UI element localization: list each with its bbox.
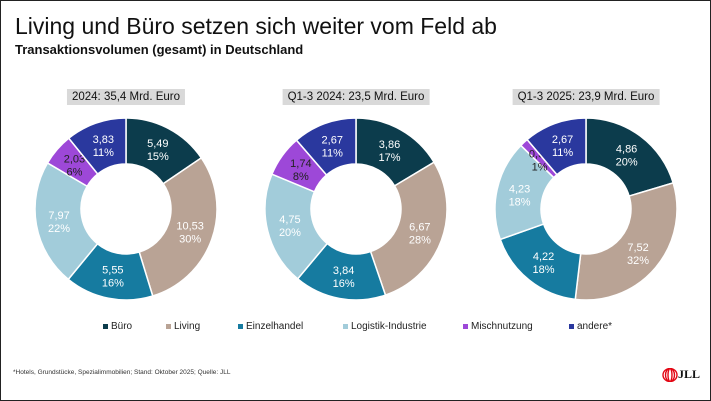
slice-value-label: 4,75	[279, 214, 300, 226]
legend-swatch	[166, 324, 171, 329]
slice-percent-label: 20%	[279, 227, 301, 239]
legend-label: Mischnutzung	[471, 321, 533, 332]
legend-swatch	[569, 324, 574, 329]
slice-percent-label: 18%	[533, 264, 555, 276]
legend-label: Living	[174, 321, 201, 332]
slice-percent-label: 20%	[616, 156, 638, 168]
legend-label: Büro	[111, 321, 133, 332]
slice-value-label: 5,49	[147, 138, 168, 150]
jll-logo-text: JLL	[677, 367, 700, 381]
legend-swatch	[343, 324, 348, 329]
slice-value-label: 5,55	[102, 265, 123, 277]
slice-percent-label: 22%	[48, 223, 70, 235]
slice-value-label: 7,97	[48, 210, 69, 222]
slice-percent-label: 30%	[179, 234, 201, 246]
slice-value-label: 2,67	[552, 134, 573, 146]
slide-subtitle: Transaktionsvolumen (gesamt) in Deutschl…	[15, 42, 304, 57]
slice-percent-label: 32%	[627, 255, 649, 267]
slice-percent-label: 11%	[552, 147, 573, 159]
slice-percent-label: 28%	[409, 234, 431, 246]
chart-title-2024: 2024: 35,4 Mrd. Euro	[66, 89, 186, 105]
chart-title-q1-3-2024: Q1-3 2024: 23,5 Mrd. Euro	[282, 89, 430, 105]
legend-item: andere*	[569, 321, 612, 332]
slice-value-label: 6,67	[409, 221, 430, 233]
jll-logo-icon	[662, 367, 678, 382]
slice-value-label: 7,52	[627, 242, 648, 254]
donut-slice-living	[138, 156, 218, 297]
slice-value-label: 4,22	[533, 251, 554, 263]
slice-percent-label: 11%	[93, 147, 114, 159]
chart-title-q1-3-2025: Q1-3 2025: 23,9 Mrd. Euro	[512, 89, 660, 105]
donut-slice-andere	[67, 117, 127, 176]
donut-slice-living	[369, 161, 448, 297]
slice-percent-label: 18%	[509, 196, 531, 208]
slice-percent-label: 15%	[147, 151, 169, 163]
footnote: *Hotels, Grundstücke, Spezialimmobilien;…	[13, 369, 231, 376]
slice-value-label: 10,53	[176, 221, 204, 233]
donut-slice-andere	[295, 117, 357, 177]
slice-percent-label: 17%	[378, 152, 400, 164]
legend-item: Mischnutzung	[463, 321, 533, 332]
slice-value-label: 1,74	[290, 158, 311, 170]
legend-label: Logistik-Industrie	[351, 321, 427, 332]
slice-percent-label: 16%	[102, 278, 124, 290]
legend-label: andere*	[577, 321, 613, 332]
slice-percent-label: 11%	[322, 147, 343, 159]
slice-percent-label: 8%	[293, 171, 309, 183]
slice-value-label: 2,03	[64, 154, 85, 166]
donut-slice-logistikindustrie	[34, 161, 99, 281]
donut-slice-andere	[526, 117, 587, 176]
legend-item: Logistik-Industrie	[343, 321, 427, 332]
donut-charts: 5,4915%10,5330%5,5516%7,9722%2,036%3,831…	[34, 117, 678, 301]
jll-logo: JLL	[662, 367, 700, 382]
slice-value-label: 3,84	[333, 265, 354, 277]
legend-label: Einzelhandel	[246, 321, 304, 332]
legend-swatch	[103, 324, 108, 329]
slice-value-label: 3,86	[379, 139, 400, 151]
legend-item: Living	[166, 321, 200, 332]
slice-percent-label: 16%	[333, 278, 355, 290]
slice-percent-label: 1%	[532, 161, 548, 173]
legend-swatch	[238, 324, 243, 329]
slice-value-label: 4,86	[616, 143, 637, 155]
slice-value-label: 2,67	[322, 134, 343, 146]
donut-slice-living	[574, 181, 678, 301]
slice-value-label: 4,23	[509, 183, 530, 195]
slide-title: Living und Büro setzen sich weiter vom F…	[15, 13, 497, 39]
legend-item: Einzelhandel	[238, 321, 303, 332]
slice-value-label: 3,83	[93, 134, 114, 146]
legend-item: Büro	[103, 321, 132, 332]
slice-percent-label: 6%	[67, 167, 83, 179]
legend-swatch	[463, 324, 468, 329]
